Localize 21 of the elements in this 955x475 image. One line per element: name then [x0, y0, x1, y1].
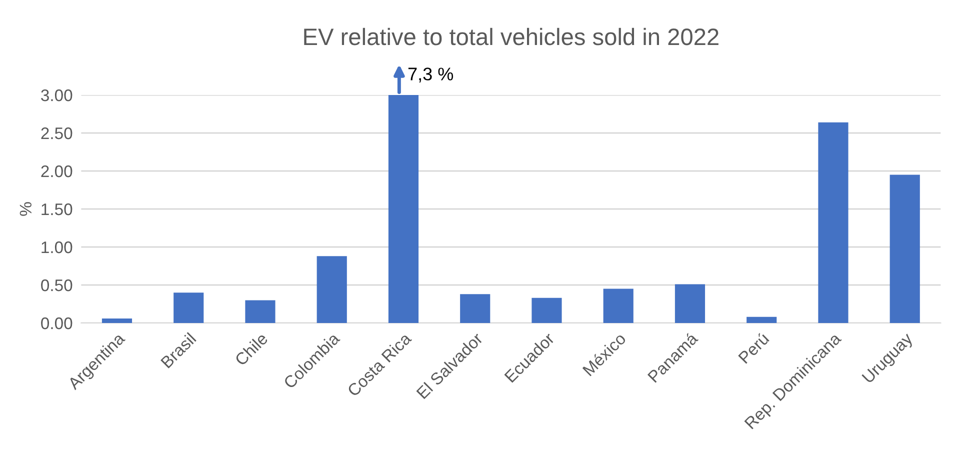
bar [532, 298, 562, 323]
y-tick-label: 2.00 [41, 165, 72, 178]
bar [316, 256, 347, 323]
bar [245, 300, 276, 323]
bar [746, 316, 777, 323]
y-tick-label: 2.50 [41, 127, 72, 140]
y-axis-title: % [20, 202, 32, 216]
bar [603, 288, 634, 323]
bar [460, 294, 490, 323]
bar [674, 284, 706, 323]
y-tick-label: 0.00 [41, 317, 72, 330]
annotation: 7,3 % [408, 68, 454, 83]
y-tick-label: 1.00 [42, 241, 72, 254]
bar [818, 122, 848, 323]
bar [890, 174, 920, 323]
y-tick-label: 0.50 [41, 279, 72, 292]
y-tick-label: 3.00 [41, 89, 72, 102]
y-tick-label: 1.50 [42, 203, 72, 216]
chart-title: EV relative to total vehicles sold in 2022 [304, 28, 718, 46]
bar [102, 318, 132, 323]
bar [174, 292, 204, 323]
